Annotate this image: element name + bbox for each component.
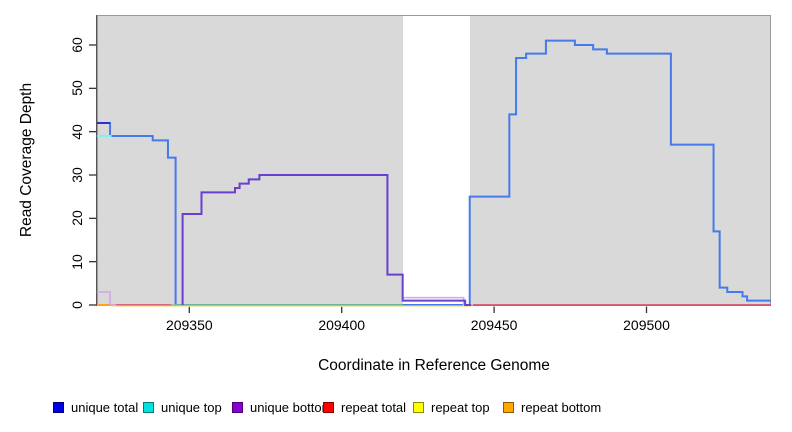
legend-item: unique bottom [232,400,332,415]
x-tick-label: 209400 [318,317,366,333]
x-tick-label: 209450 [470,317,518,333]
series-unique-total-line [96,39,771,306]
legend-label: unique total [71,400,139,415]
y-tick-label: 40 [69,123,85,140]
x-axis-title: Coordinate in Reference Genome [318,357,550,374]
x-tick-label: 209500 [623,317,670,333]
masked-region [403,16,470,305]
legend-swatch-icon [323,402,334,413]
y-tick-label: 20 [69,210,85,227]
y-tick-label: 30 [69,167,85,183]
legend-item: unique top [143,400,222,415]
legend-item: repeat bottom [503,400,601,415]
y-tick-label: 0 [69,301,85,309]
x-tick-label: 209350 [165,317,213,333]
legend-label: repeat total [341,400,407,415]
y-tick-label: 50 [69,80,85,97]
series-unique-bottom-line [181,174,472,306]
legend-swatch-icon [143,402,154,413]
legend-item: repeat top [413,400,490,415]
y-tick-label: 10 [69,253,85,270]
series-unique-bottom-halo-line [96,291,117,306]
y-tick-label: 60 [69,37,85,53]
legend-swatch-icon [413,402,424,413]
legend-label: unique bottom [250,400,333,415]
y-axis-title: Read Coverage Depth [18,82,35,238]
legend-swatch-icon [503,402,514,413]
legend-swatch-icon [232,402,243,413]
legend-label: unique top [161,400,222,415]
legend-item: unique total [53,400,138,415]
legend-item: repeat total [323,400,406,415]
legend-swatch-icon [53,402,64,413]
legend-label: repeat top [431,400,490,415]
legend-label: repeat bottom [521,400,602,415]
